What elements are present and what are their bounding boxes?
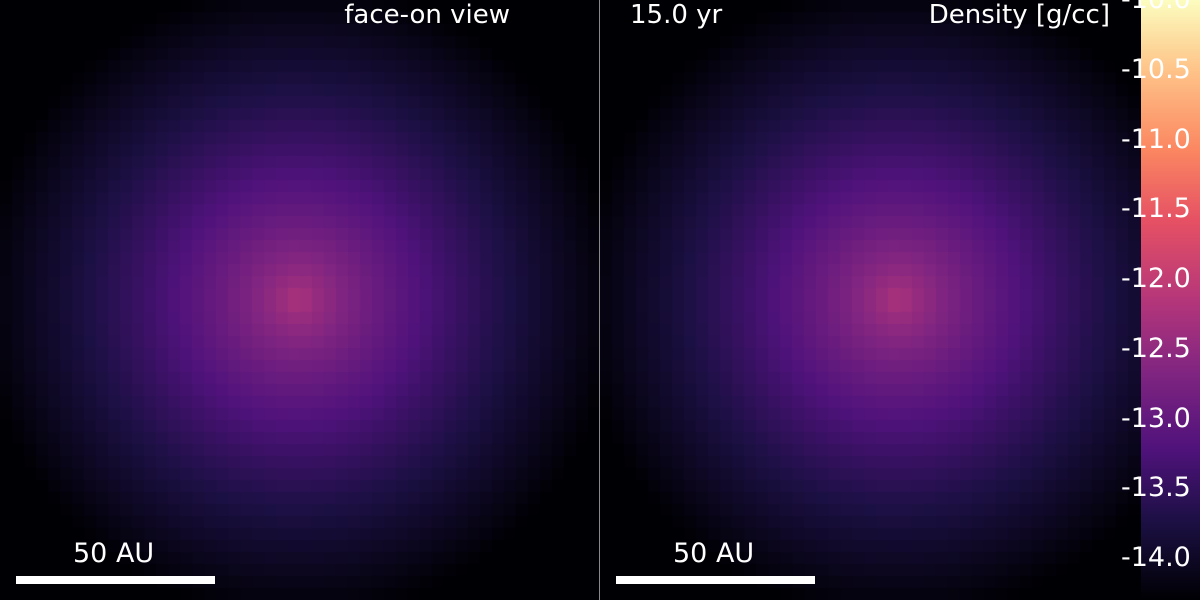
colorbar-tick-label: -13.0 [1121, 402, 1191, 434]
colorbar-tick-label: -11.5 [1121, 193, 1191, 225]
colorbar-tick-label: -13.5 [1121, 472, 1191, 504]
view-label: face-on view [344, 0, 510, 30]
scalebar-line-right [616, 576, 815, 584]
colorbar-tick-label: -11.0 [1121, 123, 1191, 155]
colorbar-tick-label: -10.0 [1121, 0, 1191, 15]
scalebar-label-right: 50 AU [673, 538, 755, 569]
colorbar [1141, 0, 1200, 600]
colorbar-tick-label: -12.5 [1121, 332, 1191, 364]
panel-divider [599, 0, 600, 600]
scalebar-line-left [16, 576, 215, 584]
density-heatmap-left [0, 0, 600, 600]
colorbar-title: Density [g/cc] [928, 0, 1110, 30]
colorbar-tick-label: -10.5 [1121, 53, 1191, 85]
density-heatmap-right [600, 0, 1200, 600]
density-map-right: 15.0 yr Density [g/cc] 50 AU [600, 0, 1200, 600]
scalebar-label-left: 50 AU [73, 538, 155, 569]
time-label: 15.0 yr [630, 0, 723, 30]
density-map-left: face-on view 50 AU [0, 0, 600, 600]
colorbar-tick-label: -12.0 [1121, 263, 1191, 295]
colorbar-tick-label: -14.0 [1121, 542, 1191, 574]
